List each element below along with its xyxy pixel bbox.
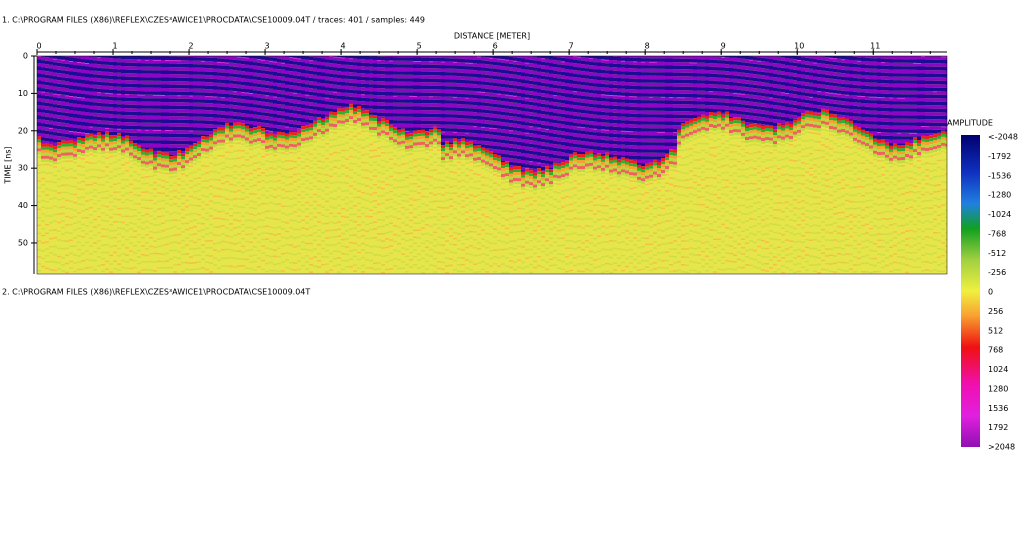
colorbar-label: -256 — [988, 268, 1006, 277]
x-tick-label: 10 — [794, 42, 804, 51]
x-tick-label: 2 — [188, 42, 193, 51]
x-tick-label: 9 — [721, 42, 726, 51]
y-tick-label: 20 — [18, 126, 28, 135]
colorbar — [961, 135, 980, 447]
colorbar-label: 1536 — [988, 404, 1008, 413]
x-tick-label: 1 — [112, 42, 117, 51]
colorbar-label: 512 — [988, 326, 1003, 335]
colorbar-label: 768 — [988, 346, 1003, 355]
colorbar-label: 1024 — [988, 365, 1008, 374]
x-tick-label: 8 — [645, 42, 650, 51]
y-tick-label: 50 — [18, 238, 28, 247]
x-tick-label: 0 — [36, 42, 41, 51]
x-tick-label: 5 — [417, 42, 422, 51]
colorbar-label: 256 — [988, 307, 1003, 316]
y-tick-label: 40 — [18, 201, 28, 210]
x-tick-label: 3 — [265, 42, 270, 51]
radargram-texture — [37, 56, 947, 274]
colorbar-label: <-2048 — [988, 133, 1018, 142]
colorbar-label: -1536 — [988, 171, 1011, 180]
colorbar-label: -1024 — [988, 210, 1011, 219]
y-axis-label: TIME [ns] — [4, 146, 13, 184]
colorbar-label: -1280 — [988, 191, 1011, 200]
plot-frame — [36, 55, 948, 275]
panel-header: 1. C:\PROGRAM FILES (X86)\REFLEX\CZES³AW… — [2, 16, 425, 25]
radargram-band — [37, 56, 947, 173]
x-tick-label: 11 — [870, 42, 880, 51]
x-tick-label: 6 — [493, 42, 498, 51]
panel-header: 2. C:\PROGRAM FILES (X86)\REFLEX\CZES³AW… — [2, 288, 310, 297]
colorbar-label: >2048 — [988, 443, 1015, 452]
colorbar-label: 1792 — [988, 423, 1008, 432]
colorbar-label: -512 — [988, 249, 1006, 258]
colorbar-title: AMPLITUDE — [947, 119, 993, 128]
y-tick-label: 30 — [18, 164, 28, 173]
x-tick-label: 4 — [341, 42, 346, 51]
colorbar-label: -1792 — [988, 152, 1011, 161]
y-tick-label: 10 — [18, 89, 28, 98]
x-axis-label: DISTANCE [METER] — [454, 32, 530, 41]
y-tick-label: 0 — [23, 52, 28, 61]
colorbar-label: -768 — [988, 229, 1006, 238]
x-tick-label: 7 — [569, 42, 574, 51]
radargram-band — [37, 56, 947, 173]
colorbar-label: 0 — [988, 288, 993, 297]
colorbar-label: 1280 — [988, 384, 1008, 393]
